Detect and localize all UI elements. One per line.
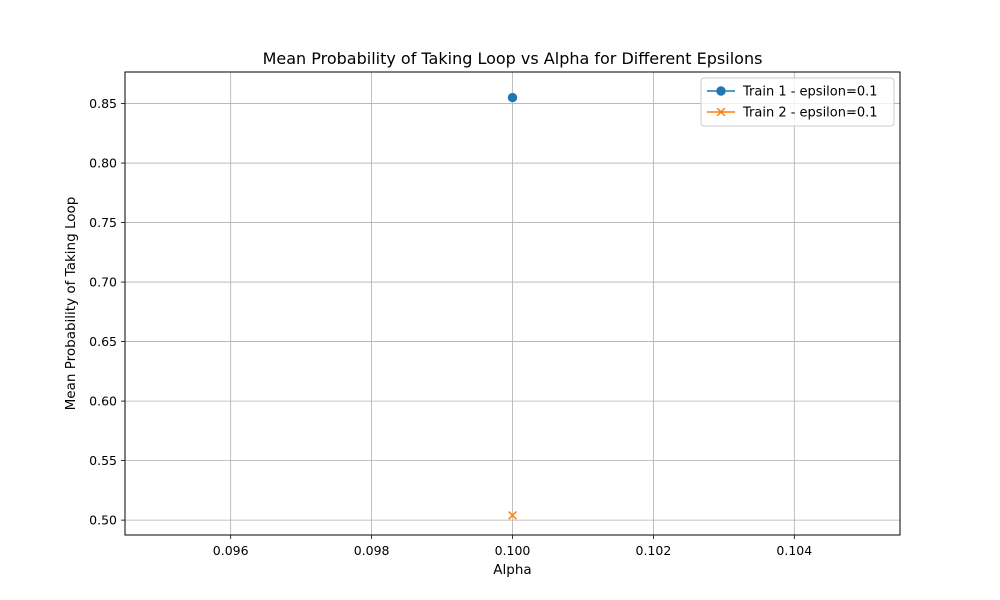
- x-axis-label: Alpha: [493, 562, 531, 578]
- circle-marker: [507, 92, 518, 103]
- y-tick-label: 0.80: [89, 156, 117, 171]
- legend-box: [700, 77, 895, 127]
- legend-marker: [716, 86, 726, 96]
- legend-label: Train 2 - epsilon=0.1: [742, 106, 878, 121]
- y-axis-label: Mean Probability of Taking Loop: [63, 197, 79, 411]
- legend-item: Train 2 - epsilon=0.1: [707, 106, 878, 121]
- data-point: [508, 511, 517, 520]
- circle-marker: [716, 86, 726, 96]
- x-tick-label: 0.104: [776, 543, 812, 558]
- y-tick-label: 0.70: [89, 275, 117, 290]
- y-tick-label: 0.65: [89, 334, 117, 349]
- legend-item: Train 1 - epsilon=0.1: [707, 85, 878, 100]
- x-tick-label: 0.098: [354, 543, 390, 558]
- chart-title: Mean Probability of Taking Loop vs Alpha…: [263, 49, 763, 68]
- legend-label: Train 1 - epsilon=0.1: [742, 85, 878, 100]
- series-2: [508, 511, 517, 520]
- x-tick-label: 0.096: [213, 543, 249, 558]
- y-tick-label: 0.50: [89, 513, 117, 528]
- legend: Train 1 - epsilon=0.1 Train 2 - epsilon=0…: [700, 77, 895, 127]
- x-tick-label: 0.100: [495, 543, 531, 558]
- x-marker-stroke: [716, 107, 726, 117]
- series-1: [507, 92, 518, 103]
- legend-marker: [716, 107, 726, 117]
- ticks: 0.096 0.098 0.100 0.102 0.104 0.50 0.55 0.60 0.6…: [89, 96, 812, 558]
- y-tick-label: 0.60: [89, 394, 117, 409]
- y-tick-label: 0.55: [89, 453, 117, 468]
- x-marker-stroke: [508, 511, 517, 520]
- x-tick-label: 0.102: [636, 543, 672, 558]
- grid: [125, 72, 900, 535]
- y-tick-label: 0.75: [89, 215, 117, 230]
- series-layer: [507, 92, 518, 520]
- y-tick-label: 0.85: [89, 96, 117, 111]
- data-point: [507, 92, 518, 103]
